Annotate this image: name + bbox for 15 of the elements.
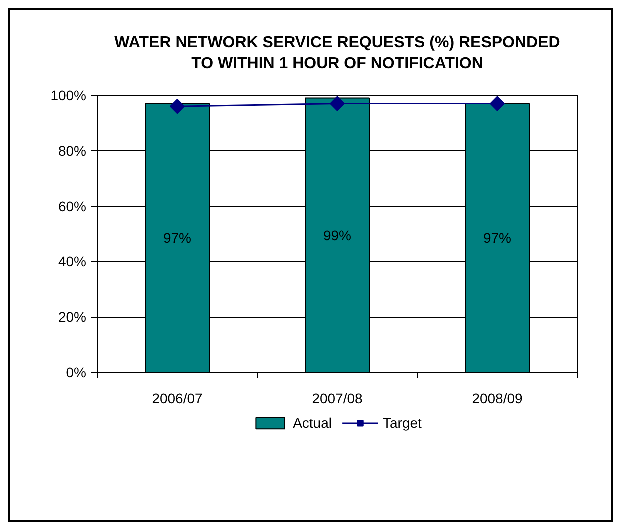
y-tick-label: 60% (58, 198, 87, 214)
legend-label: Actual (293, 415, 332, 431)
legend-label: Target (383, 415, 422, 431)
x-tick-label: 2008/09 (472, 390, 524, 406)
data-label: 99% (323, 227, 352, 244)
y-tick-label: 100% (50, 88, 87, 104)
chart-title: WATER NETWORK SERVICE REQUESTS (%) RESPONDED TO WITHIN 1 HOUR OF NOTIFICATION (114, 34, 560, 72)
data-label: 97% (483, 230, 512, 246)
y-tick-label: 0% (66, 364, 86, 380)
y-tick-label: 40% (58, 254, 87, 270)
y-tick-label: 80% (58, 142, 87, 159)
x-tick-label: 2006/07 (152, 390, 204, 406)
y-tick-label: 20% (58, 309, 87, 326)
data-label: 97% (163, 230, 192, 246)
x-tick-label: 2007/08 (312, 390, 364, 406)
